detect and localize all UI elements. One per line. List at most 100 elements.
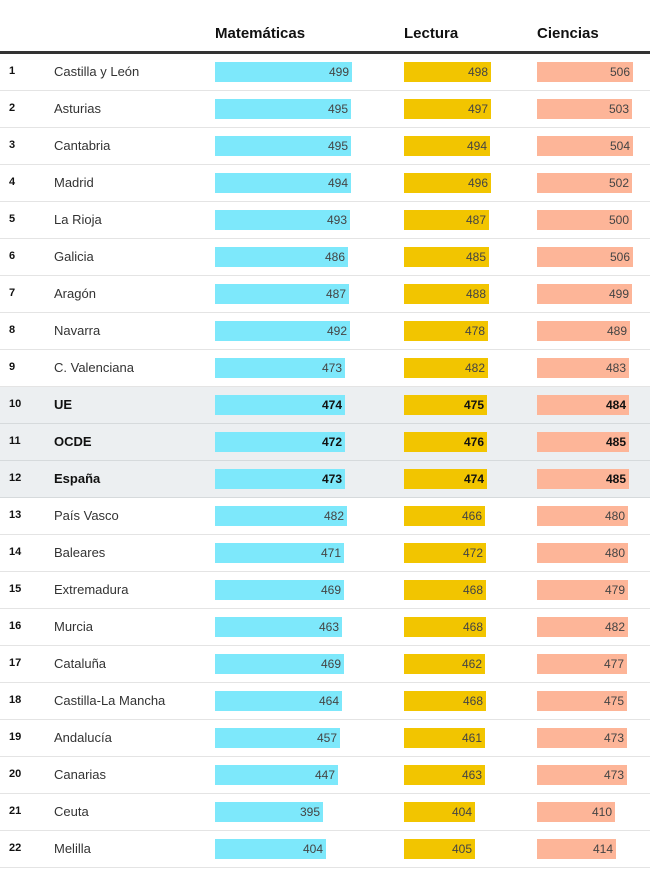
- bar-math: 457: [215, 728, 340, 748]
- rank-label: 21: [9, 805, 22, 817]
- rank-label: 22: [9, 842, 22, 854]
- region-name: País Vasco: [54, 508, 119, 523]
- rank-label: 9: [9, 361, 16, 373]
- rank-label: 19: [9, 731, 22, 743]
- rank-label: 14: [9, 546, 22, 558]
- bar-math: 395: [215, 802, 323, 822]
- bar-math: 482: [215, 506, 347, 526]
- bar-sci: 473: [537, 728, 627, 748]
- bar-sci: 482: [537, 617, 628, 637]
- rank-label: 4: [9, 176, 16, 188]
- bar-math: 474: [215, 395, 345, 415]
- bar-read: 478: [404, 321, 488, 341]
- region-name: España: [54, 471, 101, 486]
- bar-sci: 477: [537, 654, 627, 674]
- table-row: 16 Murcia 463 468 482: [0, 609, 650, 646]
- table-header: Matemáticas Lectura Ciencias: [0, 0, 650, 54]
- bar-sci: 503: [537, 99, 632, 119]
- table-row: 14 Baleares 471 472 480: [0, 535, 650, 572]
- bar-math: 469: [215, 654, 344, 674]
- bar-math: 463: [215, 617, 342, 637]
- bar-sci: 489: [537, 321, 630, 341]
- table-row: 17 Cataluña 469 462 477: [0, 646, 650, 683]
- bar-math: 447: [215, 765, 338, 785]
- table-row: 11 OCDE 472 476 485: [0, 424, 650, 461]
- table-row: 19 Andalucía 457 461 473: [0, 720, 650, 757]
- rank-label: 13: [9, 509, 22, 521]
- region-name: Galicia: [54, 249, 94, 264]
- region-name: UE: [54, 397, 73, 412]
- table-body: 1 Castilla y León 499 498 506 2 Asturias 495 497…: [0, 54, 650, 868]
- bar-read: 488: [404, 284, 489, 304]
- bar-sci: 479: [537, 580, 628, 600]
- rank-label: 5: [9, 213, 16, 225]
- rank-label: 6: [9, 250, 16, 262]
- bar-read: 482: [404, 358, 488, 378]
- table-row: 9 C. Valenciana 473 482 483: [0, 350, 650, 387]
- region-name: Melilla: [54, 841, 91, 856]
- bar-math: 494: [215, 173, 351, 193]
- region-name: Extremadura: [54, 582, 129, 597]
- bar-math: 487: [215, 284, 349, 304]
- bar-read: 494: [404, 136, 490, 156]
- bar-read: 485: [404, 247, 489, 267]
- table-row: 22 Melilla 404 405 414: [0, 831, 650, 868]
- region-name: Cataluña: [54, 656, 107, 671]
- region-name: La Rioja: [54, 212, 102, 227]
- bar-read: 463: [404, 765, 485, 785]
- rank-label: 7: [9, 287, 16, 299]
- bar-math: 473: [215, 358, 345, 378]
- region-name: Castilla y León: [54, 64, 140, 79]
- region-name: Castilla-La Mancha: [54, 693, 166, 708]
- table-row: 3 Cantabria 495 494 504: [0, 128, 650, 165]
- bar-math: 471: [215, 543, 344, 563]
- rank-label: 15: [9, 583, 22, 595]
- bar-sci: 480: [537, 506, 628, 526]
- rank-label: 12: [9, 472, 22, 484]
- bar-read: 497: [404, 99, 491, 119]
- table-row: 5 La Rioja 493 487 500: [0, 202, 650, 239]
- bar-sci: 485: [537, 469, 629, 489]
- rank-label: 3: [9, 139, 16, 151]
- header-lectura: Lectura: [404, 25, 459, 42]
- bar-sci: 475: [537, 691, 627, 711]
- bar-read: 472: [404, 543, 486, 563]
- bar-read: 498: [404, 62, 491, 82]
- bar-read: 466: [404, 506, 485, 526]
- bar-read: 468: [404, 580, 486, 600]
- bar-sci: 499: [537, 284, 632, 304]
- bar-math: 492: [215, 321, 350, 341]
- table-row: 2 Asturias 495 497 503: [0, 91, 650, 128]
- bar-read: 468: [404, 617, 486, 637]
- region-name: Cantabria: [54, 138, 111, 153]
- region-name: Murcia: [54, 619, 94, 634]
- bar-read: 496: [404, 173, 491, 193]
- rank-label: 16: [9, 620, 22, 632]
- bar-sci: 480: [537, 543, 628, 563]
- bar-read: 405: [404, 839, 475, 859]
- bar-sci: 414: [537, 839, 616, 859]
- rank-label: 20: [9, 768, 22, 780]
- bar-read: 475: [404, 395, 487, 415]
- bar-math: 495: [215, 99, 351, 119]
- bar-read: 476: [404, 432, 487, 452]
- bar-sci: 473: [537, 765, 627, 785]
- rank-label: 10: [9, 398, 22, 410]
- rank-label: 2: [9, 102, 16, 114]
- bar-read: 487: [404, 210, 489, 230]
- bar-read: 461: [404, 728, 485, 748]
- bar-read: 404: [404, 802, 475, 822]
- bar-math: 464: [215, 691, 342, 711]
- bar-math: 473: [215, 469, 345, 489]
- rank-label: 1: [9, 65, 16, 77]
- table-row: 6 Galicia 486 485 506: [0, 239, 650, 276]
- rank-label: 18: [9, 694, 22, 706]
- rank-label: 11: [9, 435, 21, 447]
- bar-sci: 506: [537, 247, 633, 267]
- bar-sci: 500: [537, 210, 632, 230]
- table-row: 1 Castilla y León 499 498 506: [0, 54, 650, 91]
- table-row: 18 Castilla-La Mancha 464 468 475: [0, 683, 650, 720]
- region-name: Andalucía: [54, 730, 112, 745]
- bar-read: 468: [404, 691, 486, 711]
- region-name: C. Valenciana: [54, 360, 134, 375]
